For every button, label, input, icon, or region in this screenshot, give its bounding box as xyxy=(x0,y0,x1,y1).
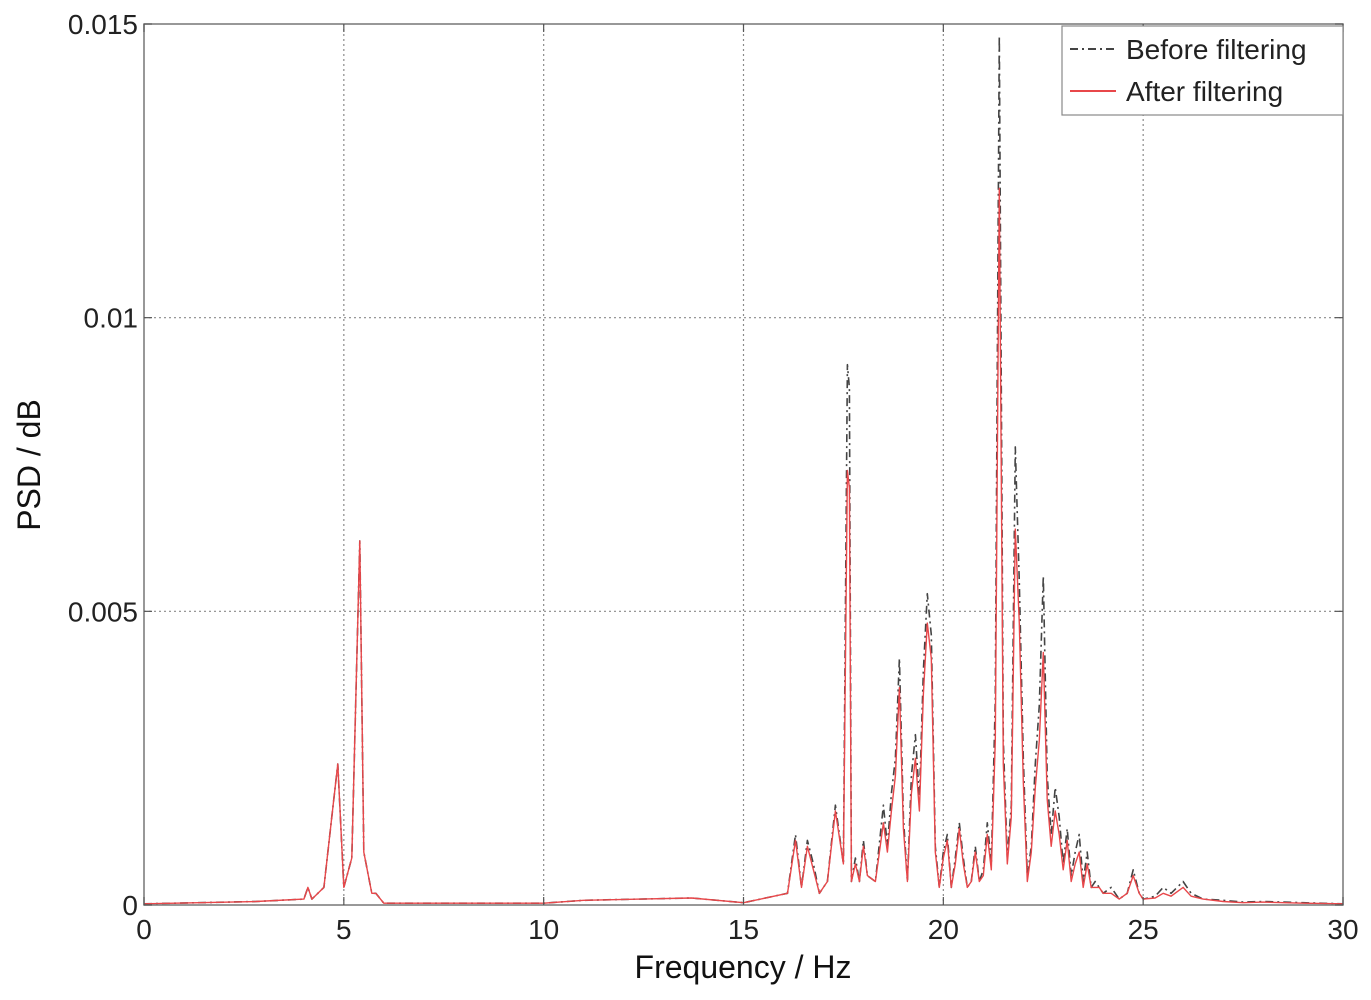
legend: Before filtering After filtering xyxy=(1061,25,1344,116)
series-line-after-filtering xyxy=(143,187,1344,905)
x-tick-label: 15 xyxy=(728,914,759,945)
x-tick-label: 20 xyxy=(928,914,959,945)
x-tick-label: 10 xyxy=(528,914,559,945)
y-axis-title: PSD / dB xyxy=(11,399,47,531)
y-tick-label: 0.015 xyxy=(68,9,138,40)
legend-label-before-filtering: Before filtering xyxy=(1126,34,1307,65)
legend-label-after-filtering: After filtering xyxy=(1126,76,1283,107)
x-tick-label: 5 xyxy=(336,914,352,945)
grid xyxy=(144,24,1343,905)
x-tick-label: 25 xyxy=(1128,914,1159,945)
y-tick-labels: 0 0.005 0.01 0.015 xyxy=(68,9,138,921)
series-layer xyxy=(143,34,1344,905)
y-tick-label: 0.005 xyxy=(68,596,138,627)
y-tick-label: 0 xyxy=(122,890,138,921)
x-axis-title: Frequency / Hz xyxy=(635,949,852,985)
x-tick-label: 0 xyxy=(136,914,152,945)
x-tick-label: 30 xyxy=(1327,914,1358,945)
legend-box xyxy=(1061,25,1344,116)
x-tick-labels: 0 5 10 15 20 25 30 xyxy=(136,914,1358,945)
y-tick-label: 0.01 xyxy=(84,303,139,334)
